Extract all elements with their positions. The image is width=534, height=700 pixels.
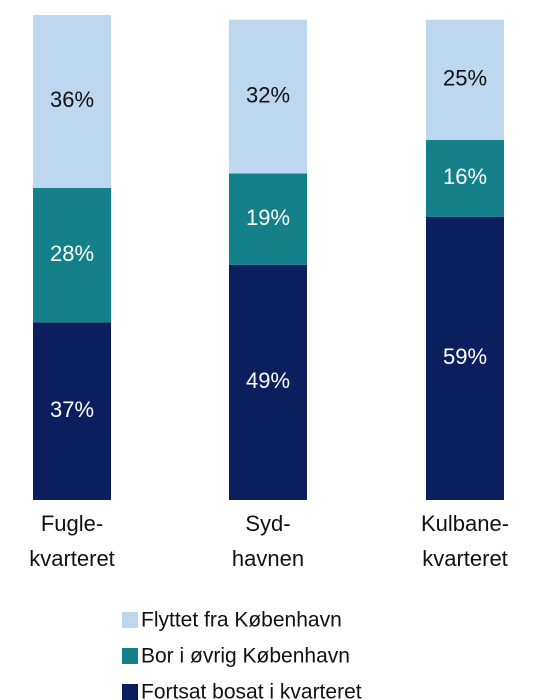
bar-segment <box>33 15 111 188</box>
x-tick-label: Kulbane-kvarteret <box>421 511 509 571</box>
legend-label: Fortsat bosat i kvarteret <box>141 681 362 700</box>
value-label: 19% <box>246 205 290 230</box>
legend-label: Flyttet fra København <box>141 609 342 632</box>
bar-segment <box>229 264 307 500</box>
value-label: 49% <box>246 368 290 393</box>
bar-segment <box>33 322 111 500</box>
legend-swatch <box>122 684 138 700</box>
legend-label: Bor i øvrig København <box>141 645 350 668</box>
value-label: 59% <box>443 344 487 369</box>
bar-segment <box>426 19 504 140</box>
value-label: 36% <box>50 87 94 112</box>
x-tick-label: Syd-havnen <box>232 511 304 571</box>
legend-swatch <box>122 612 138 628</box>
value-label: 25% <box>443 66 487 91</box>
value-label: 28% <box>50 241 94 266</box>
bar-segment <box>229 19 307 174</box>
bar-segment <box>33 187 111 323</box>
value-label: 32% <box>246 82 290 107</box>
value-label: 16% <box>443 164 487 189</box>
bar-segment <box>426 216 504 500</box>
x-tick-label: Fugle-kvarteret <box>29 511 115 571</box>
bar-segment <box>426 139 504 217</box>
bar-segment <box>229 173 307 265</box>
value-label: 37% <box>50 397 94 422</box>
legend-swatch <box>122 648 138 664</box>
